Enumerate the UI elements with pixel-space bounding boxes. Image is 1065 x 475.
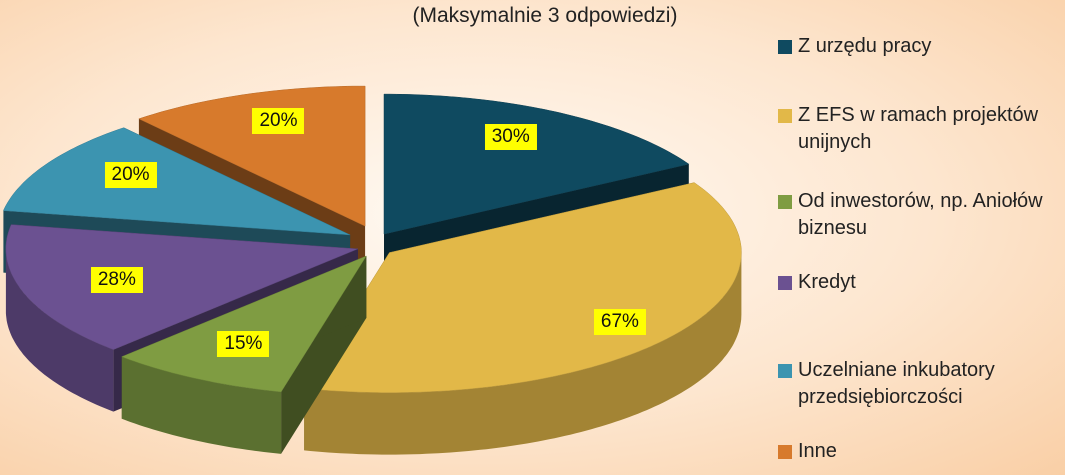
legend-swatch	[778, 109, 792, 123]
legend-label: Uczelniane inkubatory przedsiębiorczości	[798, 359, 995, 408]
legend-item: Z urzędu pracy	[778, 33, 1065, 60]
slice-wall	[304, 252, 742, 455]
legend-item: Od inwestorów, np. Aniołów biznesu	[778, 188, 1048, 242]
slice-wall	[5, 248, 114, 412]
legend-label: Kredyt	[798, 271, 856, 293]
legend-swatch	[778, 364, 792, 378]
legend-swatch	[778, 445, 792, 459]
slice	[303, 182, 742, 393]
chart-subtitle: (Maksymalnie 3 odpowiedzi)	[412, 4, 678, 27]
legend-item: Kredyt	[778, 269, 1065, 296]
legend-swatch	[778, 40, 792, 54]
data-label: 28%	[90, 267, 143, 294]
legend-item: Z EFS w ramach projektów unijnych	[778, 102, 1048, 156]
data-label: 20%	[252, 108, 305, 135]
legend-swatch	[778, 195, 792, 209]
legend-label: Z urzędu pracy	[798, 35, 932, 57]
slice	[3, 127, 351, 236]
legend-swatch	[778, 276, 792, 290]
data-label: 30%	[484, 123, 537, 150]
legend-label: Od inwestorów, np. Aniołów biznesu	[798, 190, 1043, 239]
data-label: 15%	[217, 331, 270, 358]
slice	[5, 224, 358, 350]
legend-label: Z EFS w ramach projektów unijnych	[798, 104, 1039, 153]
legend-item: Uczelniane inkubatory przedsiębiorczości	[778, 357, 1065, 411]
pie-chart	[3, 85, 742, 455]
slice	[383, 93, 690, 235]
data-label: 20%	[104, 161, 157, 188]
legend-label: Inne	[798, 440, 837, 462]
legend-item: Inne	[778, 438, 1065, 465]
slice-wall	[121, 356, 282, 454]
slice	[121, 255, 367, 393]
slice	[138, 85, 366, 227]
data-label: 67%	[593, 308, 646, 335]
